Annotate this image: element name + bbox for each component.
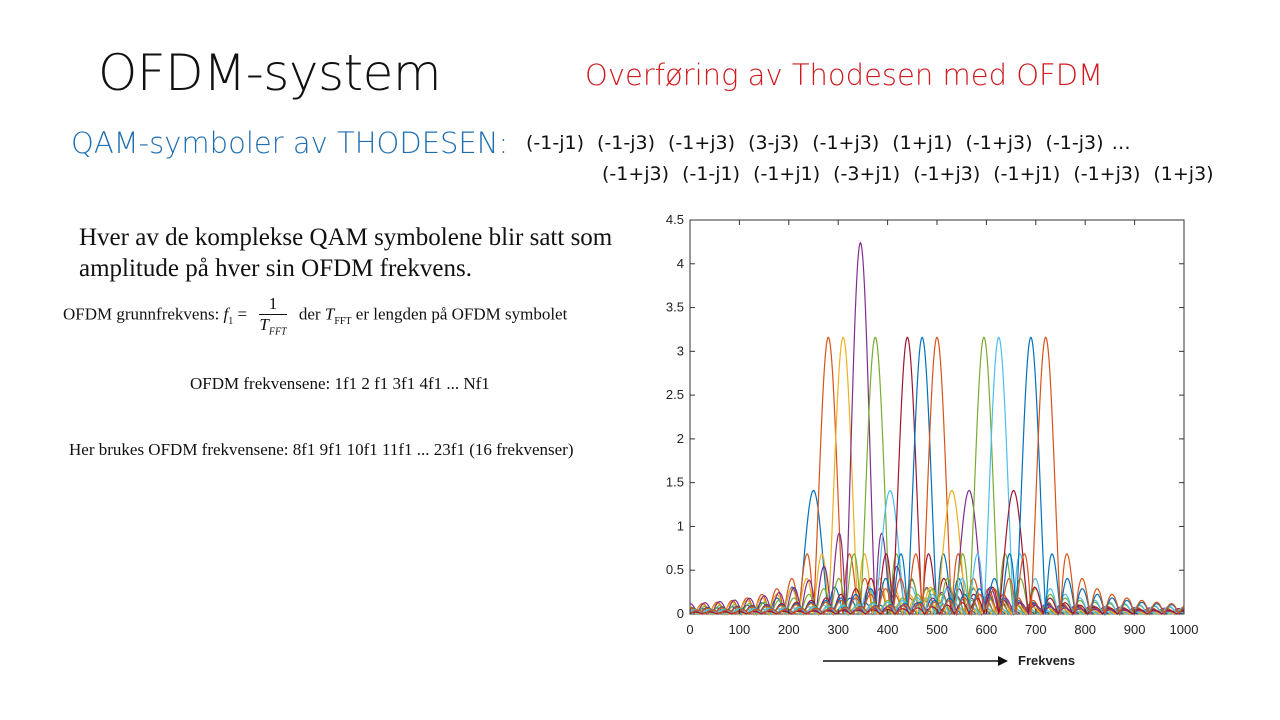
qam-symbol: (-1+j1) (753, 163, 821, 185)
x-tick-label: 500 (926, 622, 948, 637)
equation-ofdm-frequencies: OFDM frekvensene: 1f1 2 f1 3f1 4f1 ... N… (190, 374, 490, 393)
eq-grunn-T: T (324, 304, 335, 324)
qam-symbol: (1+j3) (1153, 163, 1214, 185)
qam-symbol: (-1+j1) (993, 163, 1061, 185)
y-tick-label: 3 (677, 343, 684, 358)
y-tick-label: 4.5 (666, 212, 684, 227)
eq-grunn-equals: = (233, 304, 248, 324)
plot-area (689, 219, 1185, 615)
qam-symbols-row-1: (-1-j1) (-1-j3) (-1+j3) (3-j3) (-1+j3) (1+j1)… (526, 132, 1144, 154)
x-axis-label: Frekvens (1018, 653, 1075, 668)
equation-base-frequency: OFDM grunnfrekvens: f1 = 1 TFFT der TFFT… (63, 294, 567, 337)
y-tick-label: 1.5 (666, 475, 684, 490)
qam-symbol: (-1+j3) (812, 132, 880, 154)
y-tick-label: 0.5 (666, 562, 684, 577)
equation-used-frequencies: Her brukes OFDM frekvensene: 8f1 9f1 10f… (69, 440, 574, 459)
qam-symbol: (-1+j3) (965, 132, 1033, 154)
qam-symbol: (-1+j3) (1073, 163, 1141, 185)
x-tick-label: 400 (877, 622, 899, 637)
qam-symbol: (-1+j3) (913, 163, 981, 185)
x-tick-label: 100 (729, 622, 751, 637)
y-tick-label: 0 (677, 606, 684, 621)
slide-title: OFDM-system (98, 44, 442, 102)
x-tick-label: 600 (976, 622, 998, 637)
qam-symbols-label: QAM-symboler av THODESEN: (71, 126, 509, 160)
slide-subtitle: Overføring av Thodesen med OFDM (585, 58, 1104, 92)
qam-symbol: (-1-j3) … (1045, 132, 1131, 154)
x-tick-label: 900 (1124, 622, 1146, 637)
eq-grunn-T-sub: FFT (334, 316, 352, 327)
x-tick-label: 300 (827, 622, 849, 637)
x-tick-label: 700 (1025, 622, 1047, 637)
y-tick-label: 1 (677, 518, 684, 533)
eq-grunn-denominator: TFFT (259, 315, 286, 337)
eq-grunn-den-sub: FFT (268, 326, 287, 338)
qam-symbol: (-1+j3) (668, 132, 736, 154)
qam-symbol: (-1-j1) (682, 163, 741, 185)
eq-grunn-numerator: 1 (259, 294, 287, 315)
y-tick-label: 4 (677, 256, 684, 271)
description-text: Hver av de komplekse QAM symbolene blir … (79, 224, 613, 282)
spectrum-chart: 0 100 200 300 400 500 600 700 800 900 1000 0 0.5 1 1.5… (666, 212, 1199, 668)
y-tick-label: 2.5 (666, 387, 684, 402)
qam-symbol: (-1-j1) (526, 132, 584, 154)
x-tick-label: 800 (1074, 622, 1096, 637)
x-tick-label: 1000 (1170, 622, 1199, 637)
eq-grunn-der: der (298, 304, 325, 324)
eq-grunn-fraction: 1 TFFT (259, 294, 287, 337)
eq-grunn-f: f (223, 304, 229, 324)
eq-grunn-suffix: er lengden på OFDM symbolet (351, 304, 568, 324)
frequency-arrow-head (998, 656, 1008, 666)
x-tick-label: 0 (686, 622, 693, 637)
eq-grunn-sub: 1 (228, 316, 234, 327)
eq-grunn-den-T: T (259, 315, 269, 334)
x-tick-label: 200 (778, 622, 800, 637)
y-tick-label: 3.5 (666, 300, 684, 315)
qam-symbol: (-1-j3) (597, 132, 655, 154)
series-line-16 (689, 336, 1185, 617)
y-tick-label: 2 (677, 431, 684, 446)
eq-grunn-prefix: OFDM grunnfrekvens: (63, 304, 224, 324)
qam-symbol: (-1+j3) (602, 163, 670, 185)
qam-symbols-row-2: (-1+j3) (-1-j1) (-1+j1) (-3+j1) (-1+j3) (-1+j… (602, 163, 1227, 185)
qam-symbol: (3-j3) (748, 132, 800, 154)
qam-symbol: (-3+j1) (833, 163, 901, 185)
qam-symbol: (1+j1) (892, 132, 953, 154)
